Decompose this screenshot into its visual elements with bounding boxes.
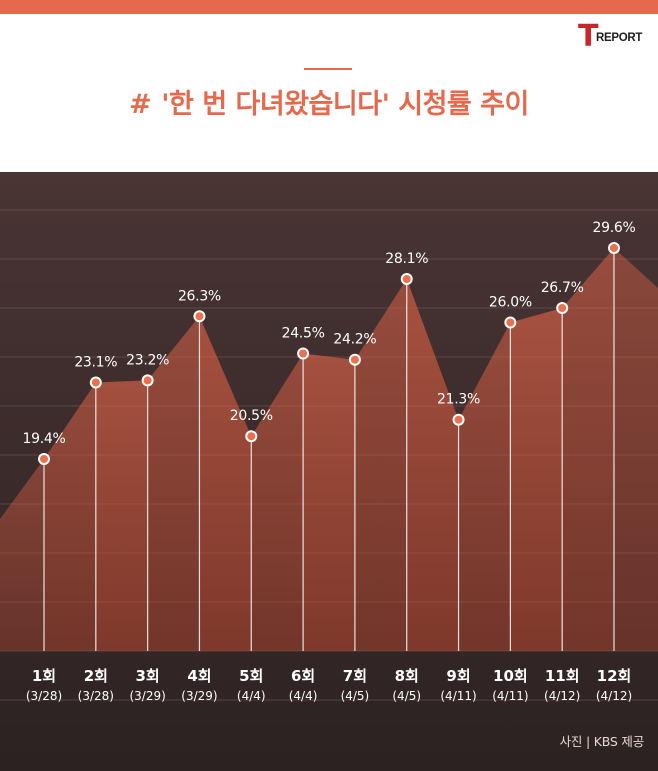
value-label: 24.2% [333, 332, 376, 348]
title-divider [304, 68, 352, 70]
data-point [452, 413, 465, 426]
data-point [245, 430, 258, 443]
data-point [608, 242, 620, 254]
data-point [141, 374, 154, 387]
x-tick-label: 7회 [343, 667, 367, 685]
value-label: 23.2% [126, 352, 169, 368]
data-point [89, 376, 102, 389]
data-point [400, 273, 413, 286]
tv-report-logo: T REPORT [578, 22, 648, 58]
area-segment [406, 279, 459, 651]
x-date-label: (4/4) [237, 689, 266, 703]
x-date-label: (3/29) [181, 689, 217, 703]
value-label: 23.1% [74, 354, 117, 370]
x-date-label: (4/11) [440, 689, 476, 703]
x-date-label: (4/5) [341, 689, 370, 703]
area-segment [199, 316, 252, 651]
x-tick-label: 4회 [187, 667, 211, 685]
x-tick-label: 11회 [545, 667, 580, 685]
value-label: 29.6% [593, 220, 636, 236]
area-segment [147, 316, 200, 651]
data-point [348, 353, 361, 366]
value-label: 28.1% [385, 251, 428, 267]
x-date-label: (4/11) [492, 689, 528, 703]
x-tick-label: 2회 [84, 667, 108, 685]
area-segment [510, 307, 563, 651]
photo-credit: 사진 | KBS 제공 [559, 734, 645, 749]
chart-areas [0, 248, 658, 651]
value-label: 20.5% [230, 408, 273, 424]
page-title: # '한 번 다녀왔습니다' 시청률 추이 [0, 82, 658, 121]
data-point [38, 453, 50, 465]
data-point [297, 347, 310, 360]
top-frame-bar [0, 0, 658, 14]
title-text: '한 번 다녀왔습니다' 시청률 추이 [161, 89, 529, 120]
x-tick-label: 6회 [291, 667, 315, 685]
logo-word: REPORT [596, 32, 643, 44]
area-tail [614, 248, 658, 651]
title-hash: # [129, 89, 152, 120]
x-date-label: (3/28) [78, 689, 114, 703]
x-date-label: (3/28) [26, 689, 62, 703]
x-tick-label: 5회 [239, 667, 263, 685]
area-segment [303, 353, 355, 651]
data-point [556, 301, 569, 314]
area-segment [251, 353, 304, 651]
value-label: 26.0% [489, 294, 532, 310]
area-segment [458, 322, 511, 651]
logo-letter: T [578, 19, 599, 54]
x-date-label: (4/4) [289, 689, 318, 703]
x-date-label: (3/29) [129, 689, 165, 703]
x-tick-label: 9회 [446, 667, 470, 685]
x-date-label: (4/12) [596, 689, 632, 703]
area-segment [562, 248, 614, 651]
x-tick-label: 12회 [597, 667, 632, 685]
area-lead-in [0, 459, 44, 651]
x-date-label: (4/5) [392, 689, 421, 703]
x-tick-label: 8회 [395, 667, 419, 685]
x-date-label: (4/12) [544, 689, 580, 703]
chart-value-labels: 19.4% 23.1% 23.2% 26.3% 20.5% 24.5% 24.2% 28.1%… [23, 220, 636, 447]
data-point [193, 310, 206, 323]
value-label: 19.4% [23, 431, 66, 447]
value-label: 26.3% [178, 288, 221, 304]
area-segment [354, 279, 407, 651]
chart-points [38, 242, 620, 465]
x-tick-label: 10회 [493, 667, 528, 685]
x-tick-label: 3회 [136, 667, 160, 685]
chart-verticals [43, 248, 615, 651]
area-segment [95, 380, 148, 651]
value-label: 26.7% [541, 280, 584, 296]
value-label: 21.3% [437, 392, 480, 408]
chart-x-labels: 1회 (3/28) 2회 (3/28) 3회 (3/29) 4회 (3/29) 5회 (4/4) 6… [26, 667, 632, 703]
x-tick-label: 1회 [32, 667, 56, 685]
data-point [504, 316, 517, 329]
area-segment [44, 382, 96, 651]
value-label: 24.5% [282, 326, 325, 342]
